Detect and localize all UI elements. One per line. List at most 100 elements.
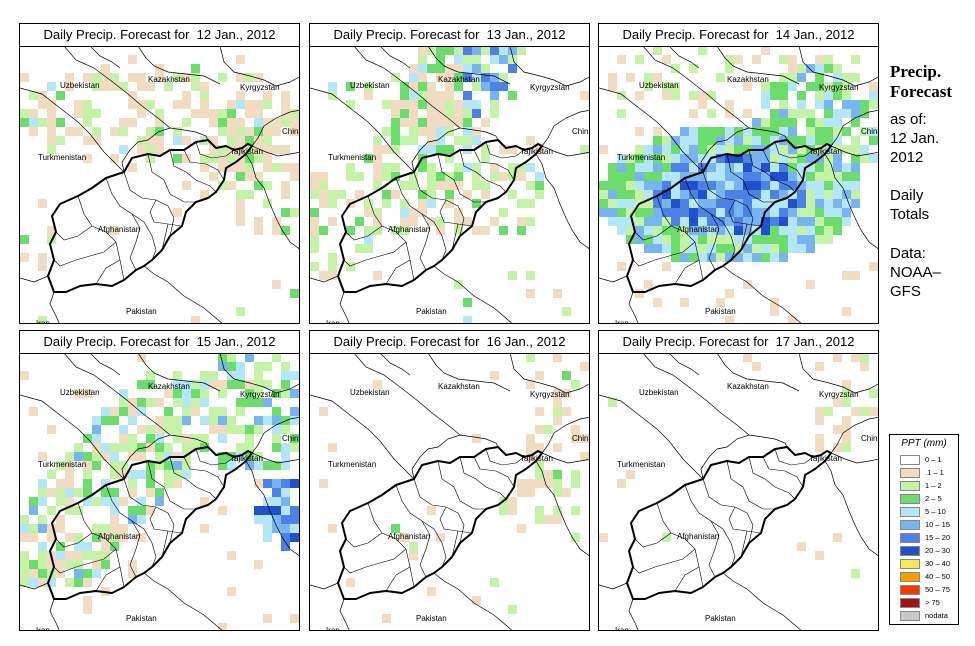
precip-cell [626,470,635,479]
country-border [541,145,589,157]
precip-cell [281,226,290,235]
precip-cell [761,91,770,100]
precip-cell [128,569,137,578]
precip-cell [481,226,490,235]
precip-cell [272,416,281,425]
precip-cell [481,64,490,73]
precip-cell [526,199,535,208]
precip-cell [65,470,74,479]
precip-cell [842,163,851,172]
precip-cell [182,380,191,389]
precip-cell [779,82,788,91]
country-border [89,353,121,376]
country-border [411,434,499,480]
precip-cell [571,506,580,515]
precip-cell [128,398,137,407]
precip-cell [707,208,716,217]
precip-cell [716,73,725,82]
precip-cell [83,136,92,145]
precip-cell [698,136,707,145]
legend-swatch [900,533,920,543]
precip-cell [851,118,860,127]
precip-cell [472,172,481,181]
precip-cell [263,127,272,136]
precip-cell [74,109,83,118]
precip-cell [173,389,182,398]
precip-cell [526,479,535,488]
precip-cell [806,208,815,217]
precip-cell [680,253,689,262]
precip-cell [680,145,689,154]
precip-cell [815,235,824,244]
precip-cell [436,64,445,73]
precip-cell [137,109,146,118]
precip-cell [155,488,164,497]
precip-cell [463,91,472,100]
precip-cell [92,82,101,91]
province-border [77,195,125,281]
legend-swatch [900,455,920,465]
precip-cell [364,82,373,91]
precip-cell [218,353,227,362]
precip-cell [490,91,499,100]
precip-cell [236,190,245,199]
precip-cell [92,497,101,506]
precip-cell [770,163,779,172]
precip-cell [83,596,92,605]
country-label-tajikistan: Tajikistan [809,454,842,463]
province-border [161,223,169,251]
precip-cell [662,226,671,235]
precip-cell [346,226,355,235]
precip-cell [137,515,146,524]
precip-cell [200,371,209,380]
precip-cell [599,181,608,190]
precip-cell [860,145,869,154]
country-label-china: China [282,434,300,443]
precip-cell [824,154,833,163]
precip-cell [272,389,281,398]
precip-cell [146,82,155,91]
precip-cell [191,443,200,452]
precip-cell [770,208,779,217]
precip-cell [209,425,218,434]
precip-cell [824,163,833,172]
precip-cell [608,190,617,199]
precip-cell [29,524,38,533]
precip-cell [833,226,842,235]
precip-cell [119,497,128,506]
precip-cell [725,217,734,226]
precip-cell [662,235,671,244]
country-label-uzbekistan: Uzbekistan [60,81,100,90]
precip-cell [788,199,797,208]
precip-cell [517,199,526,208]
precip-cell [110,443,119,452]
precip-cell [788,64,797,73]
legend-label: 40 – 50 [925,572,951,581]
precip-cell [137,497,146,506]
precip-cell [47,145,56,154]
precip-cell [752,235,761,244]
precip-cell [56,542,65,551]
precip-cell [499,208,508,217]
precip-cell [815,217,824,226]
precip-cell [236,163,245,172]
precip-cell [427,118,436,127]
precip-cell [290,407,299,416]
precip-cell [671,244,680,253]
country-border [798,353,878,394]
country-border [251,110,299,147]
precip-cell [617,262,626,271]
precip-cell [644,199,653,208]
precip-cell [38,524,47,533]
precip-cell [38,253,47,262]
precip-cell [382,145,391,154]
precip-cell [254,118,263,127]
country-border [668,353,700,376]
precip-cell [815,91,824,100]
precip-cell [182,100,191,109]
precip-cell [47,560,56,569]
precip-cell [263,362,272,371]
province-border [439,506,473,534]
precip-cell [119,470,128,479]
precip-cell [92,434,101,443]
